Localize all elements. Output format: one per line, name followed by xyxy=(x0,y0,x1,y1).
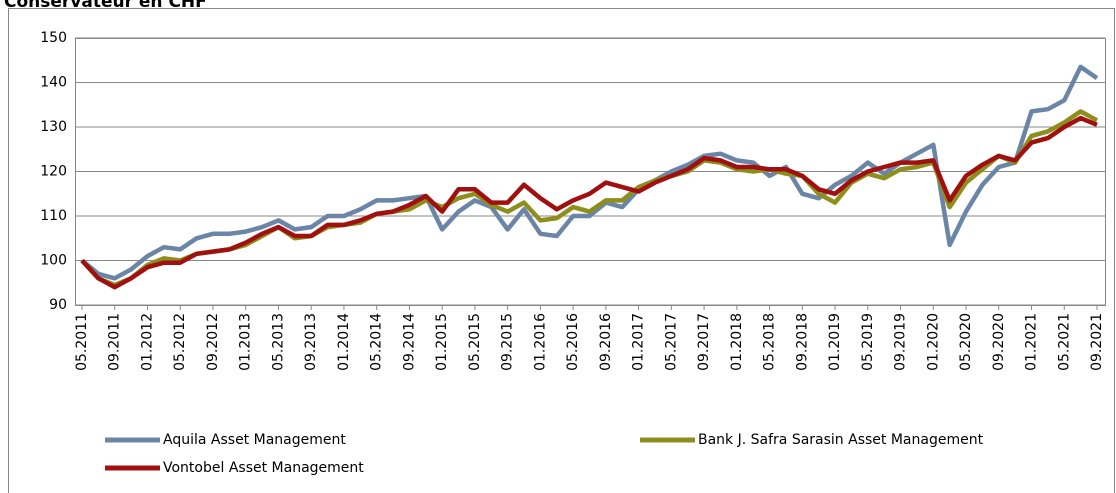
y-tick-label: 90 xyxy=(49,297,67,313)
x-tick-label: 05.2018 xyxy=(762,313,778,371)
x-tick-label: 09.2012 xyxy=(205,313,221,371)
x-tick-label: 09.2011 xyxy=(107,313,123,371)
x-tick-label: 01.2013 xyxy=(238,313,254,371)
chart-frame xyxy=(8,8,1115,493)
x-tick-label: 05.2021 xyxy=(1056,313,1072,371)
series-line xyxy=(80,115,1098,290)
x-tick-label: 01.2020 xyxy=(925,313,941,371)
y-tick-label: 140 xyxy=(40,75,67,91)
y-tick-label: 100 xyxy=(40,253,67,269)
x-tick-label: 01.2021 xyxy=(1024,313,1040,371)
legend-label: Vontobel Asset Management xyxy=(163,460,364,476)
x-tick-label: 09.2016 xyxy=(598,313,614,371)
x-tick-label: 09.2019 xyxy=(893,313,909,371)
x-tick-label: 09.2017 xyxy=(696,313,712,371)
x-tick-label: 05.2014 xyxy=(369,313,385,371)
x-tick-label: 05.2011 xyxy=(74,313,90,371)
legend-label: Aquila Asset Management xyxy=(163,432,346,448)
x-tick-label: 09.2020 xyxy=(991,313,1007,371)
y-tick-label: 120 xyxy=(40,164,67,180)
title-background xyxy=(0,0,300,8)
x-tick-label: 01.2018 xyxy=(729,313,745,371)
x-tick-label: 01.2017 xyxy=(631,313,647,371)
x-tick-label: 01.2012 xyxy=(139,313,155,371)
x-tick-label: 01.2016 xyxy=(532,313,548,371)
x-tick-label: 05.2020 xyxy=(958,313,974,371)
x-tick-label: 09.2021 xyxy=(1089,313,1105,371)
y-tick-label: 150 xyxy=(40,30,67,46)
x-tick-label: 05.2012 xyxy=(172,313,188,371)
x-tick-label: 09.2014 xyxy=(401,313,417,371)
x-tick-label: 09.2018 xyxy=(794,313,810,371)
y-tick-label: 130 xyxy=(40,119,67,135)
series-line xyxy=(80,64,1099,281)
x-tick-label: 05.2016 xyxy=(565,313,581,371)
x-tick-label: 05.2015 xyxy=(467,313,483,371)
y-tick-label: 110 xyxy=(40,208,67,224)
legend-label: Bank J. Safra Sarasin Asset Management xyxy=(698,432,984,448)
x-tick-label: 01.2019 xyxy=(827,313,843,371)
x-tick-label: 09.2015 xyxy=(500,313,516,371)
x-tick-label: 05.2013 xyxy=(270,313,286,371)
x-tick-label: 09.2013 xyxy=(303,313,319,371)
x-tick-label: 01.2015 xyxy=(434,313,450,371)
x-tick-label: 01.2014 xyxy=(336,313,352,371)
x-tick-label: 05.2019 xyxy=(860,313,876,371)
x-tick-label: 05.2017 xyxy=(663,313,679,371)
chart-title: Conservateur en CHF xyxy=(4,0,207,12)
